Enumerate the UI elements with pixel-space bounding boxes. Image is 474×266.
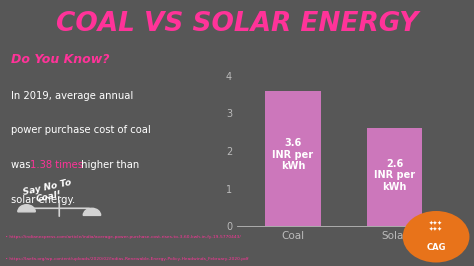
- Bar: [265, 91, 321, 226]
- Text: 2.6
INR per
kWh: 2.6 INR per kWh: [374, 159, 415, 192]
- Text: • https://indianexpress.com/article/india/average-power-purchase-cost-rises-to-3: • https://indianexpress.com/article/indi…: [4, 235, 241, 239]
- Text: COAL VS SOLAR ENERGY: COAL VS SOLAR ENERGY: [56, 11, 418, 37]
- Text: power purchase cost of coal: power purchase cost of coal: [11, 125, 151, 135]
- Bar: [366, 128, 422, 226]
- Text: 1.38 times: 1.38 times: [30, 160, 83, 170]
- Text: 3.6
INR per
kWh: 3.6 INR per kWh: [272, 138, 313, 171]
- Text: In 2019, average annual: In 2019, average annual: [11, 91, 134, 101]
- Text: CAG: CAG: [426, 243, 446, 252]
- Circle shape: [403, 211, 469, 263]
- Text: ✦✦✦
✦✦✦: ✦✦✦ ✦✦✦: [429, 221, 443, 232]
- Text: • https://laefa.org/wp-content/uploads/2020/02/Indias-Renewable-Energy-Policy-He: • https://laefa.org/wp-content/uploads/2…: [4, 257, 248, 261]
- Text: higher than: higher than: [78, 160, 139, 170]
- Text: solar energy.: solar energy.: [11, 195, 75, 205]
- Text: Do You Know?: Do You Know?: [11, 53, 110, 66]
- Text: was: was: [11, 160, 34, 170]
- Wedge shape: [18, 205, 35, 212]
- Wedge shape: [83, 208, 100, 215]
- Text: Say No To
Coal!: Say No To Coal!: [22, 178, 74, 207]
